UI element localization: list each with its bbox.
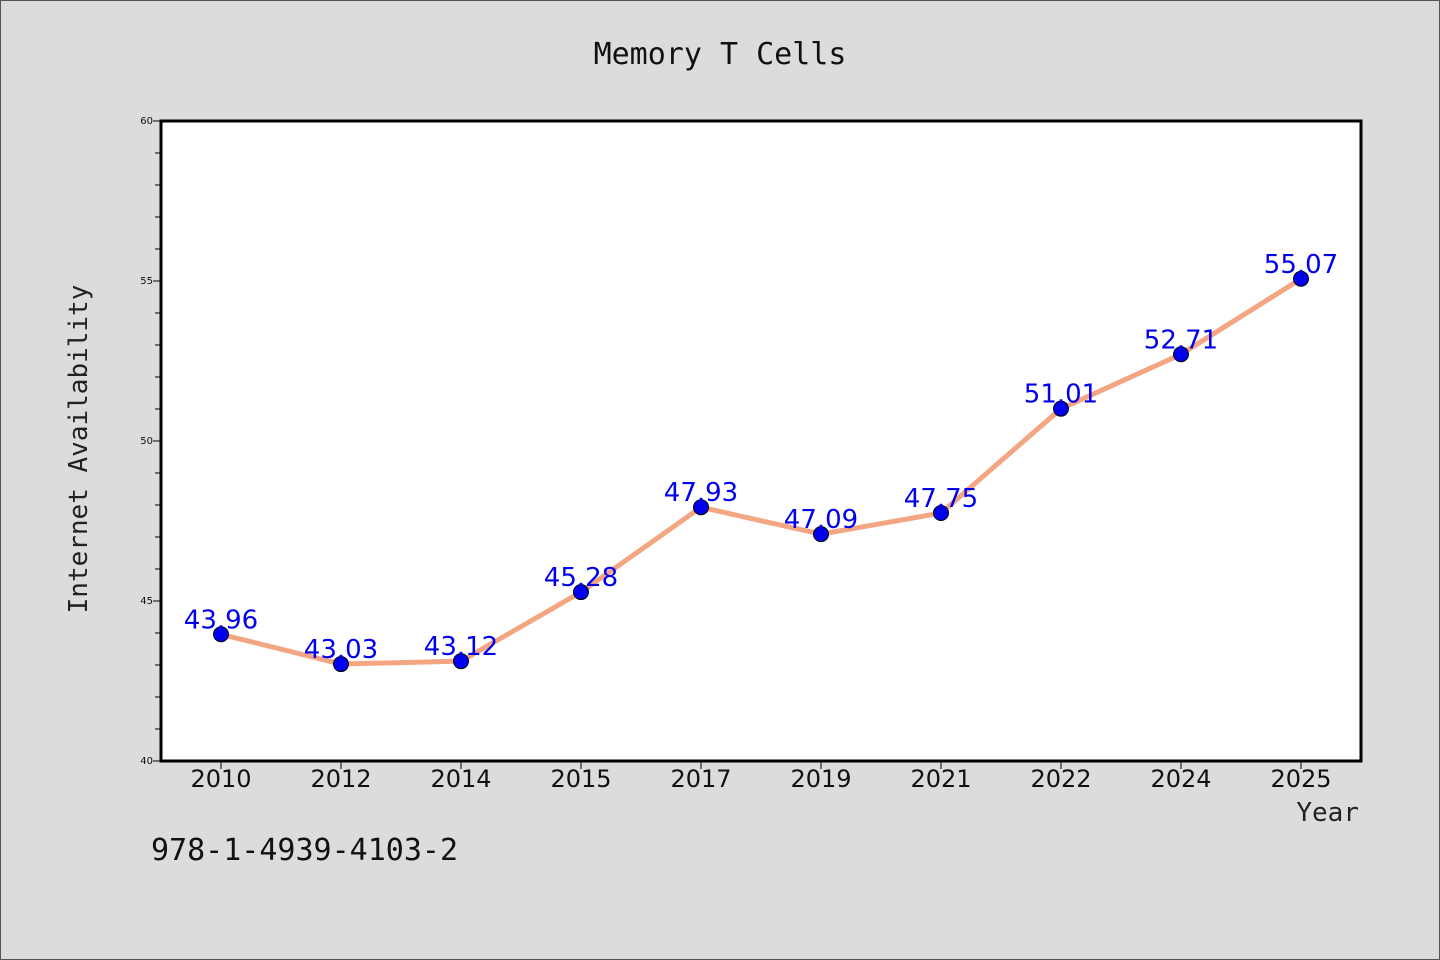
data-label: 43.96 [184, 605, 258, 635]
y-tick-label: 40 [140, 756, 153, 767]
x-tick-label: 2022 [1030, 765, 1091, 793]
x-tick-label: 2025 [1270, 765, 1331, 793]
data-point [1293, 270, 1309, 287]
series-path [218, 276, 1304, 667]
y-tick-label: 50 [140, 436, 153, 447]
y-axis: 40 45 50 55 60 [140, 116, 161, 767]
data-point [1053, 400, 1069, 417]
y-tick-label: 60 [140, 116, 153, 127]
data-point [453, 653, 469, 670]
plot-area [159, 119, 1363, 763]
data-point [693, 499, 709, 516]
data-point [1173, 346, 1189, 363]
isbn-text: 978-1-4939-4103-2 [151, 833, 459, 868]
data-label: 47.09 [784, 505, 858, 535]
x-tick-label: 2021 [910, 765, 971, 793]
y-axis-label: Internet Availability [64, 285, 94, 614]
data-label: 47.93 [664, 478, 738, 508]
data-point [573, 584, 589, 601]
data-label: 45.28 [544, 563, 618, 593]
data-label: 51.01 [1024, 380, 1098, 410]
data-labels: 43.96 43.03 43.12 45.28 47.93 47.09 47.75 51.01… [184, 250, 1338, 665]
x-tick-label: 2015 [550, 765, 611, 793]
y-tick-label: 55 [140, 276, 153, 287]
chart-title: Memory T Cells [594, 37, 847, 72]
y-tick-label: 45 [140, 596, 153, 607]
x-tick-label: 2010 [190, 765, 251, 793]
data-point [933, 505, 949, 521]
data-point [333, 656, 349, 673]
data-label: 43.12 [424, 632, 498, 662]
data-label: 43.03 [304, 635, 378, 665]
x-tick-label: 2017 [670, 765, 731, 793]
data-point [813, 526, 829, 543]
x-axis: 2010 2012 2014 2015 2017 2019 2021 2022 2024 2025 [190, 761, 1332, 793]
data-label: 47.75 [904, 484, 978, 514]
x-axis-label: Year [1296, 798, 1359, 828]
data-point [213, 626, 229, 643]
data-label: 55.07 [1264, 250, 1338, 280]
x-tick-label: 2014 [430, 765, 491, 793]
x-tick-label: 2012 [310, 765, 371, 793]
x-tick-label: 2019 [790, 765, 851, 793]
data-label: 52.71 [1144, 325, 1218, 355]
x-tick-label: 2024 [1150, 765, 1211, 793]
series-line [213, 270, 1309, 673]
